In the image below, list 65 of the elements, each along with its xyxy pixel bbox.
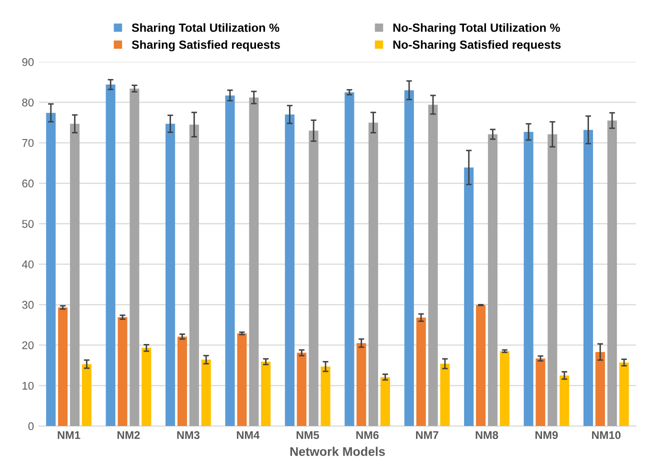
bar <box>118 317 128 426</box>
x-tick-label: NM9 <box>535 431 558 440</box>
bar <box>70 124 80 426</box>
bar <box>440 364 450 426</box>
y-tick-label: 30 <box>22 300 34 309</box>
bar <box>249 97 259 426</box>
bar <box>284 114 294 426</box>
bar <box>476 305 486 426</box>
bar <box>404 90 414 426</box>
y-tick-label: 70 <box>22 139 34 147</box>
bar <box>368 122 378 426</box>
bar <box>308 130 318 426</box>
bar <box>583 130 594 426</box>
legend-label: Sharing Satisfied requests <box>132 40 280 52</box>
x-tick-label: NM1 <box>58 431 80 439</box>
x-tick-label: NM7 <box>416 431 438 439</box>
bar <box>619 362 629 426</box>
bar <box>428 104 438 426</box>
y-tick-label: 60 <box>22 180 34 188</box>
y-tick-label: 10 <box>22 382 34 390</box>
bar <box>595 352 605 426</box>
legend-label: No-Sharing Satisfied requests <box>393 40 561 52</box>
bar <box>320 366 330 426</box>
bar <box>344 92 354 426</box>
bar <box>201 360 211 426</box>
bar <box>142 348 152 426</box>
legend-label: No-Sharing Total Utilization % <box>393 23 560 34</box>
bar <box>166 124 176 426</box>
bar <box>237 333 247 426</box>
bar <box>106 84 116 426</box>
bar <box>261 362 271 426</box>
x-axis-title: Network Models <box>290 446 385 456</box>
bar <box>82 364 92 426</box>
x-tick-label: NM3 <box>177 431 200 440</box>
bar <box>524 132 534 426</box>
y-tick-label: 20 <box>22 341 34 350</box>
bar <box>548 134 558 426</box>
bar <box>464 167 474 426</box>
x-tick-label: NM8 <box>476 431 498 440</box>
bar <box>536 358 546 426</box>
y-tick-label: 40 <box>22 260 34 268</box>
legend-label: Sharing Total Utilization % <box>132 23 280 34</box>
bar <box>296 352 306 426</box>
bar <box>58 307 68 426</box>
bar <box>356 343 366 426</box>
x-tick-label: NM10 <box>592 431 621 440</box>
bar <box>189 124 199 426</box>
bar <box>416 318 426 426</box>
bar <box>488 134 498 426</box>
y-tick-label: 50 <box>22 220 34 228</box>
bar <box>225 95 235 426</box>
x-tick-label: NM4 <box>236 431 260 439</box>
x-tick-label: NM6 <box>356 431 379 440</box>
y-tick-label: 80 <box>22 98 34 106</box>
bar <box>560 375 570 426</box>
bar <box>380 377 390 426</box>
bar <box>130 88 140 426</box>
bar <box>500 351 510 426</box>
bar <box>46 112 56 426</box>
y-tick-label: 90 <box>22 58 34 66</box>
bar <box>607 120 617 426</box>
y-tick-label: 0 <box>28 422 34 430</box>
x-tick-label: NM2 <box>118 431 140 439</box>
x-tick-label: NM5 <box>296 431 320 440</box>
bar <box>177 336 188 426</box>
